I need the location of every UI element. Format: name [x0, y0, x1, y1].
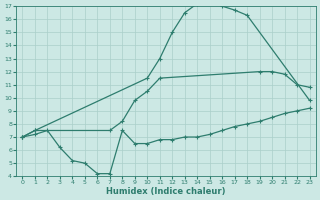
- X-axis label: Humidex (Indice chaleur): Humidex (Indice chaleur): [106, 187, 226, 196]
